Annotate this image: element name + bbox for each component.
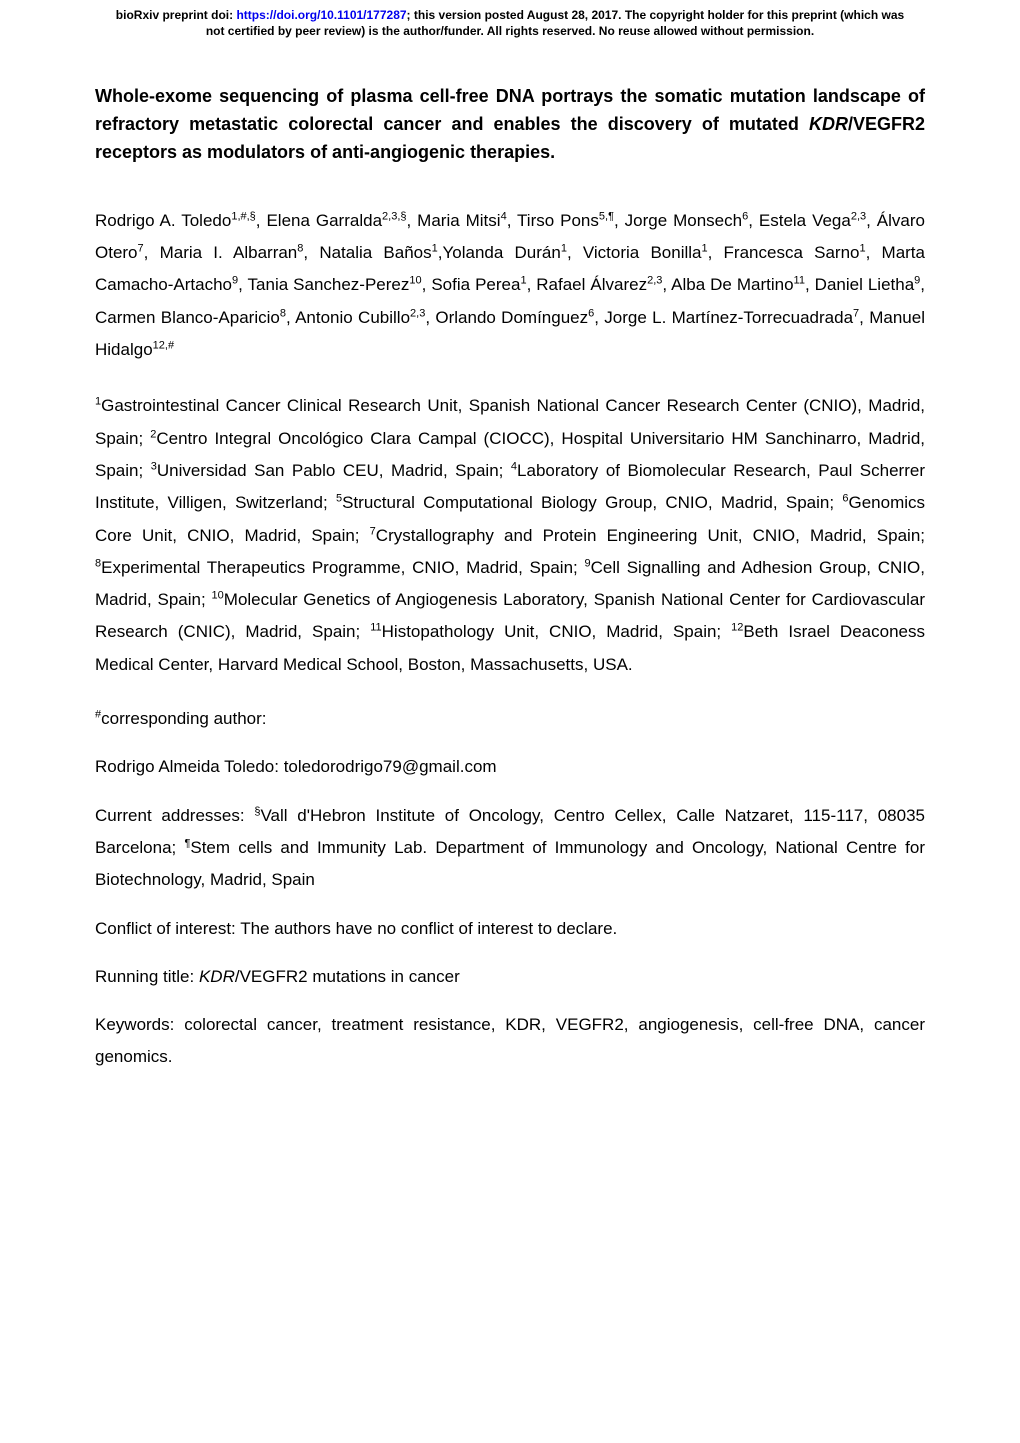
authors-list: Rodrigo A. Toledo1,#,§, Elena Garralda2,… [95, 205, 925, 366]
keywords: Keywords: colorectal cancer, treatment r… [95, 1009, 925, 1074]
article-title: Whole-exome sequencing of plasma cell-fr… [95, 83, 925, 167]
banner-line2: not certified by peer review) is the aut… [206, 24, 814, 38]
running-title: Running title: KDR/VEGFR2 mutations in c… [95, 961, 925, 993]
running-suffix: /VEGFR2 mutations in cancer [235, 967, 460, 986]
page-content: Whole-exome sequencing of plasma cell-fr… [0, 43, 1020, 1130]
corresponding-text: corresponding author: [101, 709, 266, 728]
corresponding-author-label: #corresponding author: [95, 703, 925, 735]
conflict-of-interest: Conflict of interest: The authors have n… [95, 913, 925, 945]
title-part1: Whole-exome sequencing of plasma cell-fr… [95, 86, 925, 134]
contact-line: Rodrigo Almeida Toledo: toledorodrigo79@… [95, 751, 925, 783]
title-kdr: KDR [809, 114, 848, 134]
banner-prefix: bioRxiv preprint doi: [116, 8, 237, 22]
affiliations-list: 1Gastrointestinal Cancer Clinical Resear… [95, 390, 925, 681]
current-addresses: Current addresses: §Vall d'Hebron Instit… [95, 800, 925, 897]
running-prefix: Running title: [95, 967, 199, 986]
running-kdr: KDR [199, 967, 235, 986]
preprint-banner: bioRxiv preprint doi: https://doi.org/10… [0, 0, 1020, 43]
banner-suffix1: ; this version posted August 28, 2017. T… [407, 8, 905, 22]
doi-link[interactable]: https://doi.org/10.1101/177287 [236, 8, 406, 22]
